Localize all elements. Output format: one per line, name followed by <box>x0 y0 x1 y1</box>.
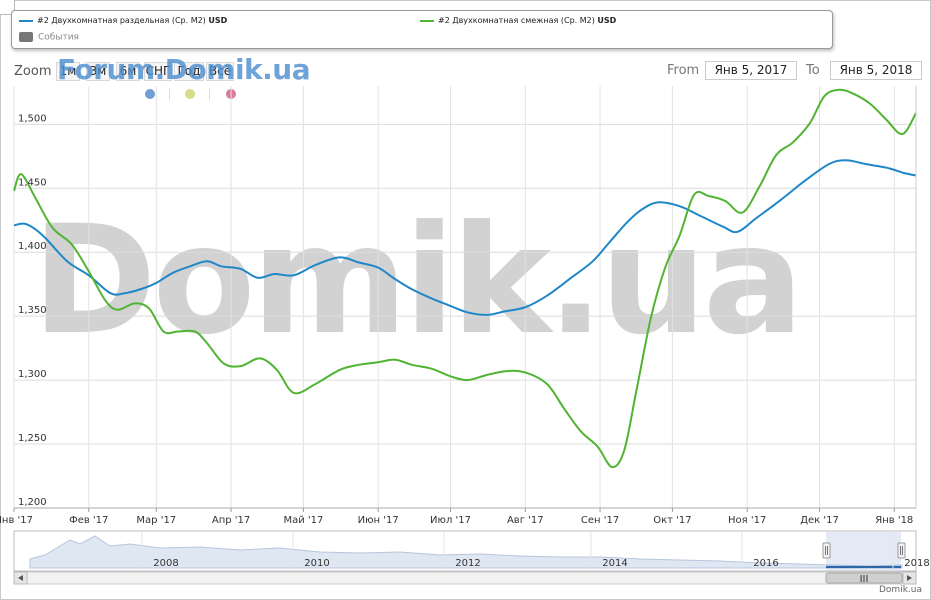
legend: #2 Двухкомнатная раздельная (Ср. М2) USD… <box>11 10 833 49</box>
x-tick-label: Дек '17 <box>800 515 839 526</box>
scrollbar-thumb-grip: III <box>860 574 869 585</box>
forum-watermark: Forum.Domik.ua <box>57 53 311 86</box>
legend-unit-series-2: USD <box>597 16 617 25</box>
y-tick-label: 1,450 <box>18 177 47 188</box>
series-line-1 <box>13 159 917 316</box>
axis-layer: 1,200 1,250 1,300 1,350 1,400 1,450 1,500 Янв '… <box>0 86 917 526</box>
navigator-year-label: 2008 <box>153 558 178 569</box>
navigator-year-label: 2016 <box>753 558 778 569</box>
event-marker-blue[interactable] <box>145 89 155 99</box>
event-divider <box>209 88 210 100</box>
y-tick-label: 1,200 <box>18 497 47 508</box>
x-tick-label: Янв '18 <box>875 515 913 526</box>
y-tick-label: 1,350 <box>18 305 47 316</box>
navigator-left-handle[interactable] <box>822 542 831 559</box>
credit-link[interactable]: Domik.ua <box>879 585 922 595</box>
x-tick-label: Янв '17 <box>0 515 33 526</box>
zoom-ytd-button[interactable]: СНГ <box>144 62 172 81</box>
navigator-year-label: 2012 <box>455 558 480 569</box>
navigator-series-area <box>29 535 903 569</box>
events-label: События <box>38 32 79 43</box>
zoom-6m-button[interactable]: 6м <box>116 62 140 81</box>
range-to-label: To <box>806 63 820 78</box>
series-line-2 <box>13 88 917 469</box>
x-tick-label: Мар '17 <box>136 515 176 526</box>
y-tick-label: 1,400 <box>18 241 47 252</box>
legend-swatch-series-1 <box>19 19 33 22</box>
legend-label-series-2: #2 Двухкомнатная смежная (Ср. М2) <box>438 16 595 25</box>
event-marker-yellow[interactable] <box>185 89 195 99</box>
y-tick-label: 1,300 <box>18 369 47 380</box>
zoom-3m-button[interactable]: 3м <box>86 62 110 81</box>
events-swatch <box>19 32 33 42</box>
x-tick-label: Окт '17 <box>653 515 691 526</box>
navigator-right-handle[interactable] <box>897 542 906 559</box>
navigator-selection <box>826 532 901 570</box>
range-from-input[interactable]: Янв 5, 2017 <box>705 61 797 80</box>
range-to-input[interactable]: Янв 5, 2018 <box>830 61 922 80</box>
x-tick-label: Фев '17 <box>69 515 108 526</box>
zoom-1y-button[interactable]: Год <box>174 62 204 81</box>
legend-item-series-2[interactable]: #2 Двухкомнатная смежная (Ср. М2) USD <box>420 16 616 25</box>
legend-unit-series-1: USD <box>208 16 228 25</box>
x-tick-label: Апр '17 <box>212 515 250 526</box>
x-tick-label: Июл '17 <box>430 515 471 526</box>
range-from-label: From <box>667 63 700 78</box>
series-layer <box>13 88 917 469</box>
x-tick-label: Май '17 <box>283 515 323 526</box>
zoom-all-button[interactable]: Всё <box>206 62 234 81</box>
x-tick-label: Июн '17 <box>358 515 399 526</box>
y-tick-label: 1,500 <box>18 113 47 124</box>
legend-item-events[interactable]: События <box>19 32 79 43</box>
navigator: 2008 2010 2012 2014 2016 2018 III <box>13 530 930 585</box>
scrollbar-thumb[interactable] <box>825 572 903 584</box>
navigator-scrollbar[interactable] <box>13 571 917 585</box>
legend-label-series-1: #2 Двухкомнатная раздельная (Ср. М2) <box>37 16 206 25</box>
y-tick-label: 1,250 <box>18 433 47 444</box>
zoom-label: Zoom <box>14 64 52 79</box>
navigator-year-label: 2010 <box>304 558 329 569</box>
scroll-right-icon <box>907 575 912 581</box>
event-divider <box>169 88 170 100</box>
legend-item-series-1[interactable]: #2 Двухкомнатная раздельная (Ср. М2) USD <box>19 16 227 25</box>
x-tick-label: Ноя '17 <box>728 515 766 526</box>
scroll-left-icon <box>18 575 23 581</box>
navigator-year-label: 2018 <box>904 558 929 569</box>
zoom-1m-button[interactable]: 1м <box>56 62 80 81</box>
navigator-year-label: 2014 <box>602 558 627 569</box>
x-tick-label: Авг '17 <box>507 515 544 526</box>
legend-swatch-series-2 <box>420 19 434 22</box>
x-tick-label: Сен '17 <box>581 515 619 526</box>
